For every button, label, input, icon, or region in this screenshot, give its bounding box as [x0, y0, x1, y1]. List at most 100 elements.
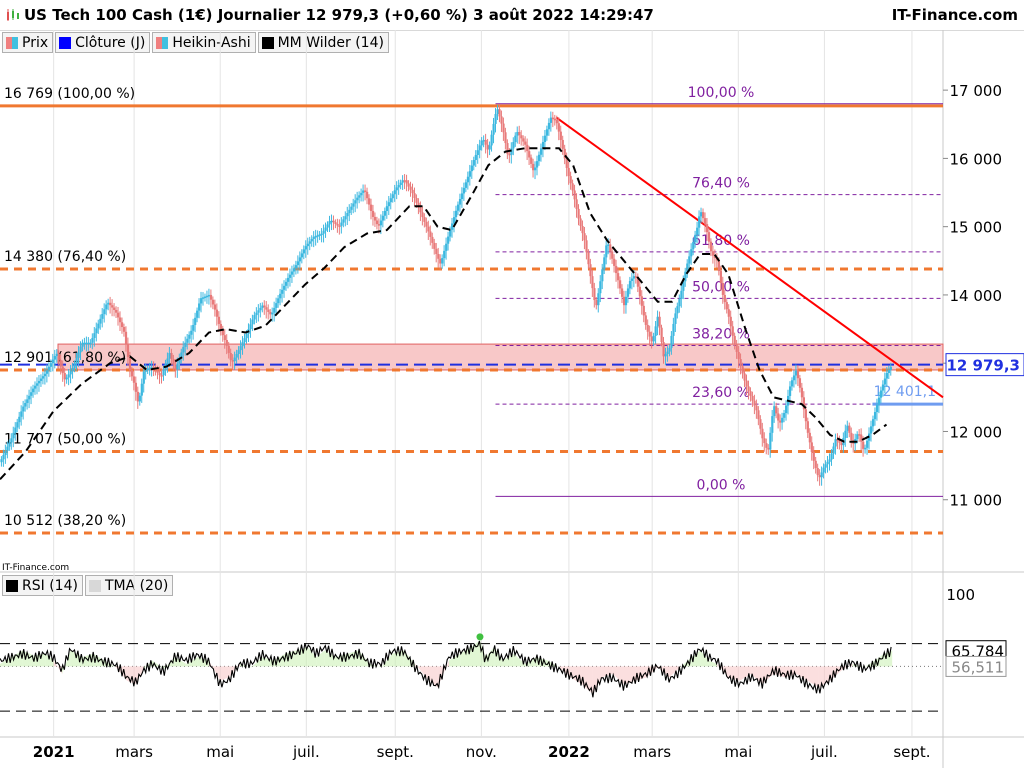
time-axis-label: juil. — [292, 743, 320, 761]
candle-body — [324, 227, 327, 231]
legend-item-rsi[interactable]: RSI (14) — [2, 575, 83, 596]
candle-body — [694, 234, 697, 243]
candle-body — [745, 380, 748, 387]
candle-body — [559, 131, 562, 140]
candle-body — [796, 370, 800, 379]
rsi-shading — [62, 650, 71, 674]
candle-body — [630, 278, 634, 281]
candle-body — [870, 426, 873, 434]
fibonacci-retracement-label: 61,80 % — [692, 233, 750, 249]
fibonacci-level-label: 11 707 (50,00 %) — [4, 431, 126, 447]
candle-body — [223, 335, 226, 340]
rsi-shading — [513, 653, 526, 667]
fibonacci-retracement-label: 0,00 % — [697, 477, 746, 493]
candle-body — [723, 294, 726, 303]
candle-body — [53, 356, 56, 360]
rsi-shading — [728, 666, 740, 681]
candle-body — [117, 312, 120, 318]
candle-body — [670, 335, 673, 348]
legend-label: Clôture (J) — [75, 34, 146, 51]
candle-body — [583, 233, 586, 241]
candle-body — [227, 345, 230, 353]
candle-body — [146, 368, 149, 371]
candle-body — [176, 363, 179, 370]
legend-label: RSI (14) — [22, 577, 78, 594]
heikin-ashi-swatch-icon — [156, 36, 169, 49]
candle-body — [67, 374, 70, 378]
candle-body — [822, 467, 825, 473]
candle-body — [399, 182, 402, 186]
candle-body — [761, 428, 764, 439]
candle-body — [779, 420, 782, 423]
candle-body — [713, 255, 717, 259]
candle-body — [338, 225, 341, 228]
candle-body — [427, 226, 430, 232]
mm-wilder-swatch-icon — [261, 36, 274, 49]
legend-item-tma[interactable]: TMA (20) — [84, 575, 174, 596]
candle-body — [638, 286, 641, 297]
candle-body — [498, 109, 501, 117]
candle-body — [342, 219, 345, 223]
candle-body — [439, 258, 442, 264]
candle-body — [332, 220, 335, 223]
candle-body — [61, 366, 64, 373]
candle-body — [207, 294, 211, 297]
legend-item-heikin-ashi[interactable]: Heikin-Ashi — [152, 32, 256, 53]
candle-body — [425, 221, 428, 227]
candle-body — [241, 342, 244, 347]
candle-body — [429, 231, 432, 237]
trendline[interactable] — [555, 116, 944, 399]
rsi-shading — [70, 650, 82, 667]
candle-body — [142, 371, 145, 384]
candle-body — [395, 187, 398, 191]
legend-item-mm-wilder[interactable]: MM Wilder (14) — [257, 32, 389, 53]
candle-body — [696, 227, 699, 235]
candle-body — [419, 207, 422, 213]
candle-body — [34, 385, 37, 389]
candle-body — [516, 132, 519, 136]
candle-body — [478, 145, 481, 151]
candle-body — [433, 242, 436, 249]
candle-body — [239, 346, 242, 351]
candle-body — [881, 384, 885, 391]
rsi-shading — [494, 647, 503, 667]
brand-name: IT-Finance.com — [891, 6, 1018, 24]
candle-body — [257, 310, 260, 313]
candle-body — [273, 307, 276, 313]
candle-body — [551, 117, 555, 120]
candle-body — [615, 265, 618, 274]
candle-body — [298, 257, 302, 262]
candle-body — [502, 123, 505, 133]
candle-body — [656, 316, 659, 327]
candle-body — [138, 395, 141, 402]
price-axis-tick-label: 12 000 — [950, 423, 1003, 441]
candle-body — [417, 202, 420, 208]
time-axis-label: sept. — [893, 743, 930, 761]
candle-body — [383, 210, 387, 216]
candle-body — [626, 288, 630, 297]
price-legend: Prix Clôture (J) Heikin-Ashi MM Wilder (… — [2, 32, 389, 53]
candle-body — [611, 251, 614, 259]
candle-body — [423, 217, 426, 222]
candle-body — [286, 277, 290, 282]
candle-body — [245, 333, 248, 339]
candle-body — [456, 204, 460, 211]
candle-body — [49, 363, 53, 367]
candle-body — [156, 370, 159, 373]
time-axis-label: mars — [633, 743, 671, 761]
legend-item-prix[interactable]: Prix — [2, 32, 54, 53]
candle-body — [103, 309, 106, 315]
candle-body — [804, 409, 807, 422]
candle-body — [415, 197, 418, 203]
candle-body — [105, 304, 108, 310]
candle-body — [879, 390, 883, 398]
candle-body — [777, 413, 780, 421]
candle-body — [504, 132, 507, 144]
candle-body — [316, 235, 319, 237]
fibonacci-retracement-label: 76,40 % — [692, 176, 750, 192]
candle-body — [379, 220, 383, 226]
price-axis-tick-label: 17 000 — [950, 82, 1003, 100]
legend-item-cloture[interactable]: Clôture (J) — [55, 32, 151, 53]
rsi-shading — [324, 650, 336, 667]
